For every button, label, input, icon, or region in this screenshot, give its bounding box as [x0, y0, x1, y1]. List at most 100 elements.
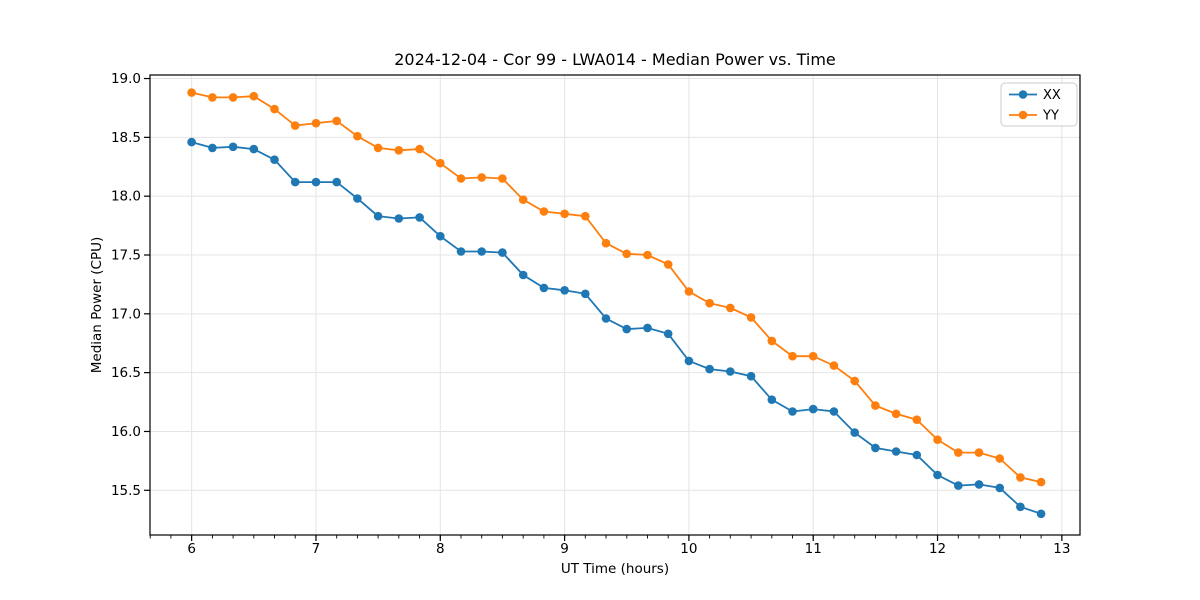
- legend-box: [1000, 82, 1078, 127]
- data-point-YY: [353, 131, 362, 141]
- data-point-XX: [477, 247, 487, 256]
- data-point-YY: [726, 303, 735, 313]
- data-point-XX: [891, 447, 901, 456]
- data-point-YY: [1016, 473, 1025, 482]
- data-point-YY: [808, 351, 818, 361]
- data-point-XX: [394, 214, 404, 223]
- data-point-YY: [394, 146, 404, 155]
- data-point-YY: [311, 118, 321, 128]
- y-tick-label: 18.5: [111, 130, 141, 146]
- data-point-XX: [746, 371, 756, 381]
- data-point-XX: [767, 395, 777, 405]
- data-point-YY: [705, 298, 714, 308]
- data-point-YY: [518, 195, 528, 204]
- data-point-YY: [477, 173, 487, 182]
- data-point-YY: [456, 174, 466, 183]
- x-tick-label: 6: [187, 541, 196, 557]
- data-point-YY: [974, 448, 984, 457]
- data-point-YY: [933, 435, 942, 445]
- data-point-XX: [808, 404, 818, 414]
- data-point-XX: [726, 367, 735, 376]
- data-point-XX: [850, 428, 859, 437]
- y-tick-label: 18.0: [111, 189, 141, 205]
- legend-marker-XX: [1018, 90, 1028, 99]
- data-point-YY: [290, 121, 300, 130]
- data-point-XX: [311, 177, 321, 187]
- data-point-XX: [373, 211, 383, 221]
- data-point-YY: [995, 454, 1004, 463]
- data-point-YY: [187, 88, 196, 97]
- data-point-YY: [954, 448, 963, 457]
- series-XX-line: [191, 141, 1042, 515]
- data-point-XX: [518, 270, 528, 280]
- y-tick-label: 16.5: [111, 365, 141, 381]
- y-tick-label: 16.0: [111, 424, 141, 440]
- data-point-XX: [974, 480, 984, 489]
- data-point-XX: [643, 323, 652, 333]
- data-point-YY: [332, 116, 342, 126]
- data-point-XX: [228, 142, 238, 152]
- data-point-XX: [995, 483, 1004, 493]
- data-point-XX: [933, 470, 942, 480]
- data-point-XX: [415, 213, 424, 222]
- data-point-XX: [456, 247, 466, 256]
- data-point-XX: [581, 289, 590, 299]
- data-point-XX: [1016, 502, 1025, 512]
- x-tick-label: 7: [312, 541, 321, 557]
- data-point-XX: [498, 248, 507, 257]
- legend-marker-YY: [1018, 110, 1028, 120]
- data-point-YY: [643, 250, 652, 260]
- data-point-XX: [560, 286, 569, 295]
- data-point-YY: [912, 415, 922, 425]
- data-point-XX: [871, 443, 880, 453]
- data-point-YY: [560, 209, 569, 219]
- x-axis-label: UT Time (hours): [560, 561, 670, 577]
- data-point-XX: [788, 407, 797, 416]
- data-point-YY: [498, 174, 507, 183]
- data-point-YY: [622, 249, 631, 259]
- data-point-XX: [208, 143, 217, 153]
- x-tick-label: 9: [560, 541, 569, 557]
- data-point-XX: [684, 356, 694, 366]
- x-tick-label: 12: [929, 541, 946, 557]
- data-point-YY: [228, 93, 238, 102]
- data-point-XX: [1036, 509, 1046, 519]
- data-point-XX: [270, 155, 279, 164]
- data-point-XX: [187, 137, 196, 147]
- legend-label-YY: YY: [1042, 109, 1059, 124]
- data-point-YY: [581, 211, 590, 221]
- data-point-XX: [249, 144, 259, 154]
- data-point-YY: [539, 207, 549, 216]
- data-point-YY: [1036, 477, 1046, 487]
- x-tick-label: 13: [1053, 541, 1070, 557]
- data-point-YY: [891, 409, 901, 419]
- x-tick-label: 11: [805, 541, 822, 557]
- data-point-YY: [208, 93, 217, 102]
- chart-title: 2024-12-04 - Cor 99 - LWA014 - Median Po…: [394, 50, 836, 69]
- y-tick-label: 19.0: [111, 71, 141, 87]
- legend-label-XX: XX: [1043, 88, 1061, 103]
- data-point-YY: [436, 158, 445, 168]
- data-point-XX: [912, 450, 922, 460]
- data-point-XX: [332, 177, 342, 187]
- y-tick-label: 15.5: [111, 483, 141, 499]
- data-point-YY: [249, 91, 259, 101]
- data-point-YY: [767, 336, 777, 346]
- x-tick-label: 8: [436, 541, 445, 557]
- data-point-YY: [850, 376, 859, 386]
- data-point-YY: [601, 238, 611, 248]
- data-point-YY: [788, 351, 797, 361]
- data-point-YY: [415, 144, 424, 154]
- data-point-XX: [290, 177, 300, 187]
- data-point-XX: [353, 194, 362, 203]
- series-YY-line: [191, 91, 1042, 483]
- data-point-YY: [270, 104, 279, 114]
- data-point-YY: [829, 361, 839, 370]
- y-tick-label: 17.0: [111, 306, 141, 322]
- data-point-XX: [954, 481, 963, 490]
- data-point-XX: [539, 283, 549, 293]
- x-tick-label: 10: [680, 541, 697, 557]
- data-point-XX: [829, 407, 839, 416]
